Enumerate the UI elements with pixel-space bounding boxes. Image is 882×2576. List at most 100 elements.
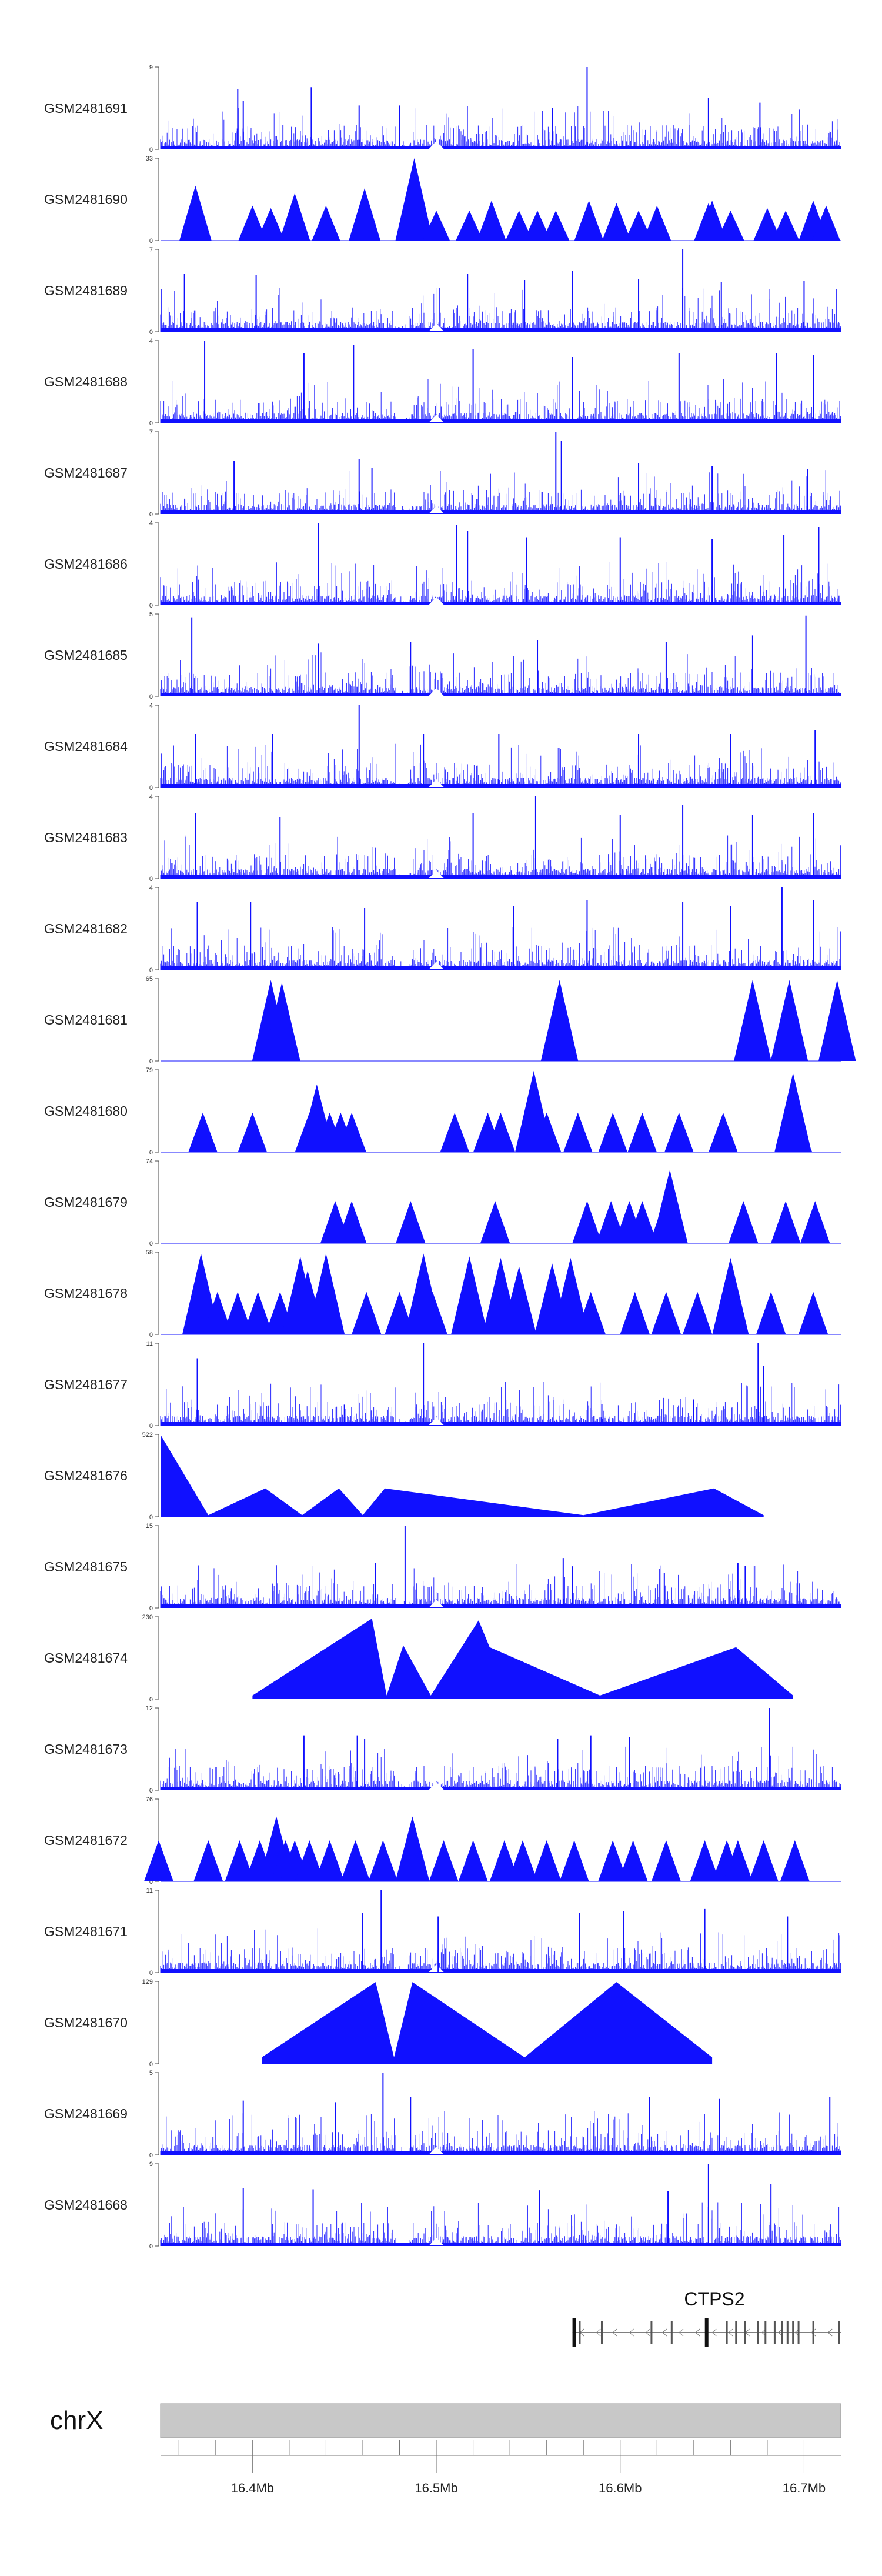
track-GSM2481676: GSM2481676 522 0 [44, 1432, 764, 1521]
coverage-peak [652, 1170, 688, 1243]
coverage-peak [771, 1201, 801, 1243]
coverage-peak [784, 1120, 813, 1152]
coverage-baseline [161, 510, 841, 514]
y-axis-max-label: 5 [149, 611, 153, 618]
coverage-dip [429, 779, 444, 787]
coverage-peak [598, 1112, 627, 1152]
gene-exon [838, 2321, 840, 2344]
track-label: GSM2481688 [44, 374, 128, 389]
coverage-peak [337, 1112, 366, 1152]
y-axis-max-label: 33 [146, 155, 153, 162]
y-axis-max-label: 7 [149, 246, 153, 253]
coverage-baseline [161, 1422, 841, 1426]
coverage-area [262, 1982, 713, 2064]
coverage-dip [429, 1417, 444, 1425]
track-GSM2481678: GSM2481678 58 0 [44, 1249, 841, 1339]
coverage-peak [532, 1112, 562, 1152]
y-axis-zero-label: 0 [149, 146, 153, 154]
coverage-peak [225, 1840, 255, 1881]
track-GSM2481688: GSM2481688 4 0 [44, 338, 841, 427]
track-label: GSM2481678 [44, 1286, 128, 1301]
y-axis-max-label: 12 [146, 1705, 153, 1712]
track-GSM2481689: GSM2481689 7 0 [44, 246, 841, 336]
coverage-peak [440, 1112, 470, 1152]
coordinate-label: 16.7Mb [783, 2481, 826, 2495]
track-GSM2481672: GSM2481672 76 0 [44, 1796, 841, 1886]
gene-exon [579, 2321, 581, 2344]
y-axis-max-label: 4 [149, 520, 153, 527]
track-label: GSM2481689 [44, 283, 128, 298]
gene-exon [792, 2321, 794, 2344]
y-axis-max-label: 9 [149, 64, 153, 71]
coordinate-label: 16.5Mb [415, 2481, 457, 2495]
coverage-peak [717, 211, 744, 241]
track-GSM2481682: GSM2481682 4 0 [44, 885, 841, 974]
gene-exon [670, 2321, 673, 2344]
coverage-baseline [161, 693, 841, 696]
coverage-dip [429, 1964, 444, 1972]
coverage-peak [798, 1292, 828, 1334]
y-axis-zero-label: 0 [149, 785, 153, 792]
track-label: GSM2481669 [44, 2106, 128, 2121]
track-GSM2481675: GSM2481675 15 0 [44, 1523, 841, 1612]
y-axis-zero-label: 0 [149, 1149, 153, 1156]
gene-track: CTPS2 [572, 2288, 841, 2347]
chromosome-band [160, 2403, 841, 2438]
y-axis-max-label: 7 [149, 429, 153, 436]
coverage-peak [505, 211, 533, 241]
coverage-bars [160, 288, 841, 332]
y-axis-zero-label: 0 [149, 2152, 153, 2159]
coverage-baseline [161, 784, 841, 788]
track-label: GSM2481679 [44, 1194, 128, 1210]
coverage-peak [263, 982, 300, 1061]
track-GSM2481677: GSM2481677 11 0 [44, 1340, 841, 1430]
y-axis-max-label: 230 [142, 1614, 153, 1621]
coverage-baseline [161, 2151, 841, 2155]
y-axis-zero-label: 0 [149, 1514, 153, 1521]
track-GSM2481685: GSM2481685 5 0 [44, 611, 841, 700]
gene-exon [764, 2321, 767, 2344]
y-axis-zero-label: 0 [149, 420, 153, 427]
gene-exon [781, 2321, 783, 2344]
y-axis-zero-label: 0 [149, 511, 153, 518]
track-GSM2481671: GSM2481671 11 0 [44, 1887, 841, 1977]
strand-arrow [827, 2328, 833, 2337]
coverage-peak [682, 1292, 713, 1334]
track-label: GSM2481677 [44, 1377, 128, 1392]
track-label: GSM2481674 [44, 1650, 128, 1666]
y-axis-zero-label: 0 [149, 238, 153, 245]
coverage-dip [429, 1782, 444, 1790]
strand-arrow [662, 2328, 667, 2337]
coverage-peak [532, 1840, 562, 1881]
y-axis-zero-label: 0 [149, 1058, 153, 1065]
track-label: GSM2481683 [44, 830, 128, 845]
coverage-peak [753, 208, 781, 241]
coverage-bars [160, 379, 841, 423]
coverage-bars [160, 743, 841, 788]
gene-exon [797, 2321, 800, 2344]
coverage-dip [429, 415, 444, 422]
y-axis-zero-label: 0 [149, 967, 153, 974]
coverage-peak [486, 1112, 516, 1152]
coverage-peak [312, 205, 340, 241]
coverage-peak [574, 201, 604, 241]
track-label: GSM2481668 [44, 2197, 128, 2213]
coverage-area [252, 1619, 793, 1699]
coverage-baseline [161, 602, 841, 605]
track-label: GSM2481691 [44, 101, 128, 116]
track-GSM2481679: GSM2481679 74 0 [44, 1158, 841, 1247]
coverage-baseline [161, 328, 841, 332]
track-label: GSM2481685 [44, 648, 128, 663]
coverage-peak [598, 1840, 628, 1881]
strand-arrow [679, 2328, 684, 2337]
y-axis-zero-label: 0 [149, 1332, 153, 1339]
coverage-peak [238, 205, 267, 241]
track-label: GSM2481680 [44, 1103, 128, 1119]
track-label: GSM2481684 [44, 739, 128, 754]
coverage-peak [620, 1292, 650, 1334]
coverage-peak [756, 1292, 786, 1334]
track-label: GSM2481690 [44, 192, 128, 207]
coverage-peak [576, 1292, 606, 1334]
coverage-peak [734, 980, 771, 1061]
